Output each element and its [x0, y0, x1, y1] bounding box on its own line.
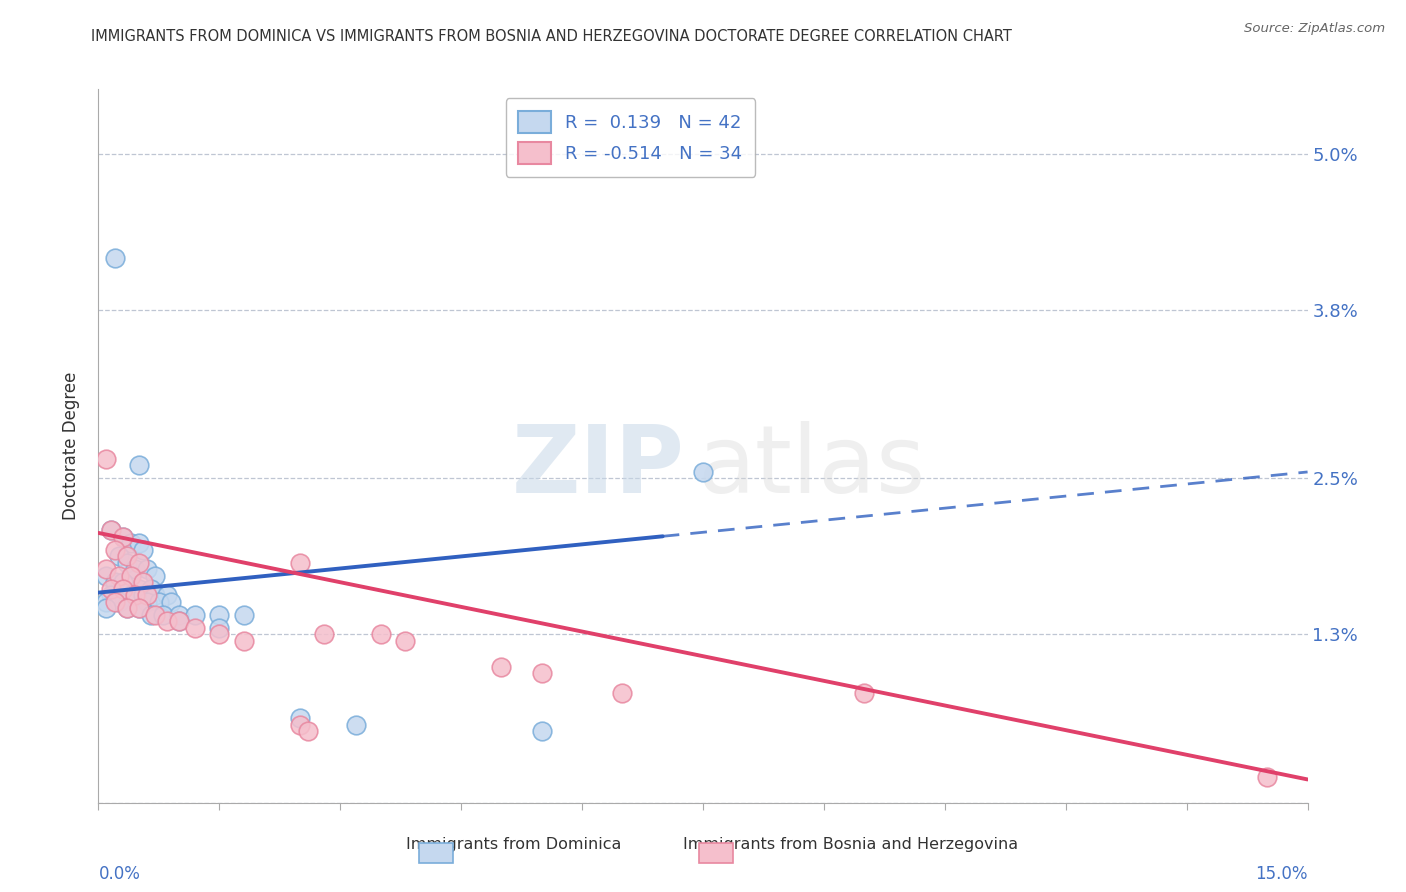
Text: Immigrants from Bosnia and Herzegovina: Immigrants from Bosnia and Herzegovina: [683, 838, 1018, 852]
Point: [612, 685, 634, 699]
Point: [103, 542, 125, 557]
Point: [115, 601, 138, 615]
Point: [111, 530, 134, 544]
Point: [530, 666, 553, 681]
Text: 0.0%: 0.0%: [98, 865, 141, 883]
Point: [103, 575, 125, 590]
Point: [394, 633, 416, 648]
Point: [115, 549, 138, 564]
Point: [160, 595, 183, 609]
Point: [128, 601, 150, 615]
Point: [128, 536, 150, 550]
Text: atlas: atlas: [697, 421, 925, 514]
Point: [152, 607, 174, 622]
Point: [100, 582, 122, 596]
Point: [128, 582, 150, 596]
Point: [232, 633, 254, 648]
Point: [143, 588, 166, 602]
Point: [853, 685, 876, 699]
Point: [120, 536, 142, 550]
Point: [314, 627, 336, 641]
Point: [491, 659, 513, 673]
Point: [96, 452, 118, 467]
Point: [288, 556, 311, 570]
Point: [184, 607, 207, 622]
Point: [96, 601, 118, 615]
Legend: R =  0.139   N = 42, R = -0.514   N = 34: R = 0.139 N = 42, R = -0.514 N = 34: [506, 98, 755, 177]
Point: [100, 588, 122, 602]
Point: [115, 601, 138, 615]
Point: [344, 718, 367, 732]
Point: [111, 575, 134, 590]
Point: [135, 588, 157, 602]
Point: [128, 458, 150, 473]
Point: [115, 556, 138, 570]
Point: [156, 588, 179, 602]
Point: [692, 465, 714, 479]
Point: [100, 524, 122, 538]
Text: Source: ZipAtlas.com: Source: ZipAtlas.com: [1244, 22, 1385, 36]
Point: [232, 607, 254, 622]
Point: [135, 595, 157, 609]
Point: [100, 524, 122, 538]
Point: [143, 568, 166, 582]
Point: [124, 562, 146, 576]
Text: ZIP: ZIP: [512, 421, 685, 514]
Point: [107, 595, 129, 609]
Point: [143, 607, 166, 622]
Point: [107, 568, 129, 582]
Point: [297, 724, 319, 739]
Point: [128, 556, 150, 570]
Y-axis label: Doctorate Degree: Doctorate Degree: [62, 372, 80, 520]
Point: [96, 595, 118, 609]
Point: [132, 542, 155, 557]
Point: [96, 562, 118, 576]
Point: [111, 530, 134, 544]
Point: [103, 595, 125, 609]
Point: [132, 575, 155, 590]
Point: [132, 588, 155, 602]
Point: [120, 568, 142, 582]
Point: [167, 614, 190, 628]
Point: [288, 711, 311, 725]
Point: [184, 621, 207, 635]
Text: IMMIGRANTS FROM DOMINICA VS IMMIGRANTS FROM BOSNIA AND HERZEGOVINA DOCTORATE DEG: IMMIGRANTS FROM DOMINICA VS IMMIGRANTS F…: [91, 29, 1012, 44]
Point: [139, 607, 162, 622]
Point: [120, 588, 142, 602]
Point: [1256, 770, 1278, 784]
Point: [208, 621, 231, 635]
Point: [103, 251, 125, 265]
Point: [124, 588, 146, 602]
Point: [128, 601, 150, 615]
Text: Immigrants from Dominica: Immigrants from Dominica: [405, 838, 621, 852]
Point: [208, 627, 231, 641]
Point: [111, 582, 134, 596]
Text: 15.0%: 15.0%: [1256, 865, 1308, 883]
Point: [288, 718, 311, 732]
Point: [208, 607, 231, 622]
Point: [135, 562, 157, 576]
Point: [156, 614, 179, 628]
Point: [370, 627, 392, 641]
Point: [96, 568, 118, 582]
Point: [148, 595, 170, 609]
Point: [530, 724, 553, 739]
Point: [139, 582, 162, 596]
Point: [167, 614, 190, 628]
Point: [167, 607, 190, 622]
Point: [107, 549, 129, 564]
